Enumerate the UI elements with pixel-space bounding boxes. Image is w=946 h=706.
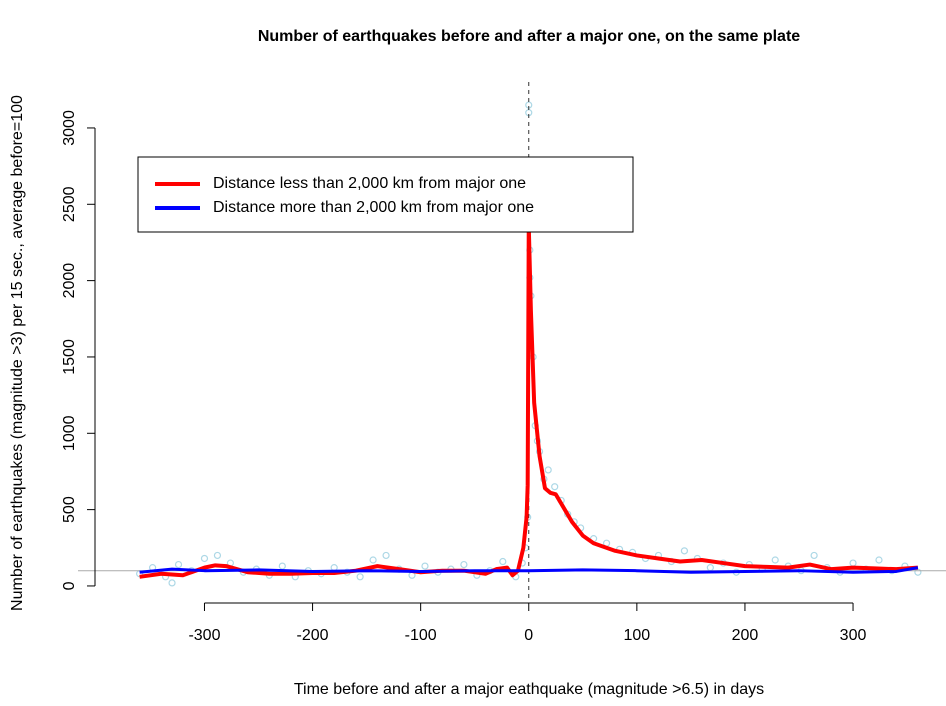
x-tick-label: -300 bbox=[188, 627, 220, 644]
y-tick-label: 1000 bbox=[61, 415, 78, 451]
legend-label: Distance more than 2,000 km from major o… bbox=[213, 199, 534, 216]
data-point bbox=[356, 573, 364, 581]
chart-title: Number of earthquakes before and after a… bbox=[258, 28, 800, 45]
x-tick-label: 300 bbox=[840, 627, 867, 644]
data-point bbox=[200, 554, 209, 563]
data-point bbox=[551, 483, 559, 491]
data-point bbox=[499, 557, 507, 566]
data-point bbox=[810, 551, 818, 560]
y-tick-label: 2500 bbox=[61, 186, 78, 222]
x-tick-label: -200 bbox=[297, 627, 329, 644]
x-tick-label: 200 bbox=[732, 627, 759, 644]
data-point bbox=[706, 564, 714, 572]
x-tick-label: 100 bbox=[623, 627, 650, 644]
y-axis-label: Number of earthquakes (magnitude >3) per… bbox=[9, 95, 26, 611]
data-point bbox=[680, 547, 689, 555]
y-tick-label: 2000 bbox=[61, 263, 78, 299]
data-point bbox=[213, 551, 222, 560]
data-point bbox=[849, 559, 857, 567]
data-point bbox=[875, 556, 883, 564]
data-point bbox=[544, 466, 552, 474]
data-point bbox=[421, 562, 429, 570]
data-point bbox=[382, 551, 390, 560]
x-tick-label: -100 bbox=[405, 627, 437, 644]
data-point bbox=[771, 556, 779, 564]
data-point bbox=[174, 560, 183, 569]
y-tick-label: 0 bbox=[61, 581, 78, 590]
data-point bbox=[168, 579, 176, 587]
legend-box bbox=[137, 156, 634, 233]
y-tick-label: 500 bbox=[61, 496, 78, 523]
x-axis-label: Time before and after a major eathquake … bbox=[294, 681, 764, 698]
y-tick-label: 3000 bbox=[61, 110, 78, 146]
data-point bbox=[914, 568, 922, 576]
data-point bbox=[460, 560, 468, 569]
y-tick-label: 1500 bbox=[61, 339, 78, 375]
data-point bbox=[369, 556, 377, 564]
data-point bbox=[278, 562, 286, 570]
legend-label: Distance less than 2,000 km from major o… bbox=[213, 175, 526, 192]
x-tick-label: 0 bbox=[524, 627, 533, 644]
series-line bbox=[139, 566, 919, 574]
